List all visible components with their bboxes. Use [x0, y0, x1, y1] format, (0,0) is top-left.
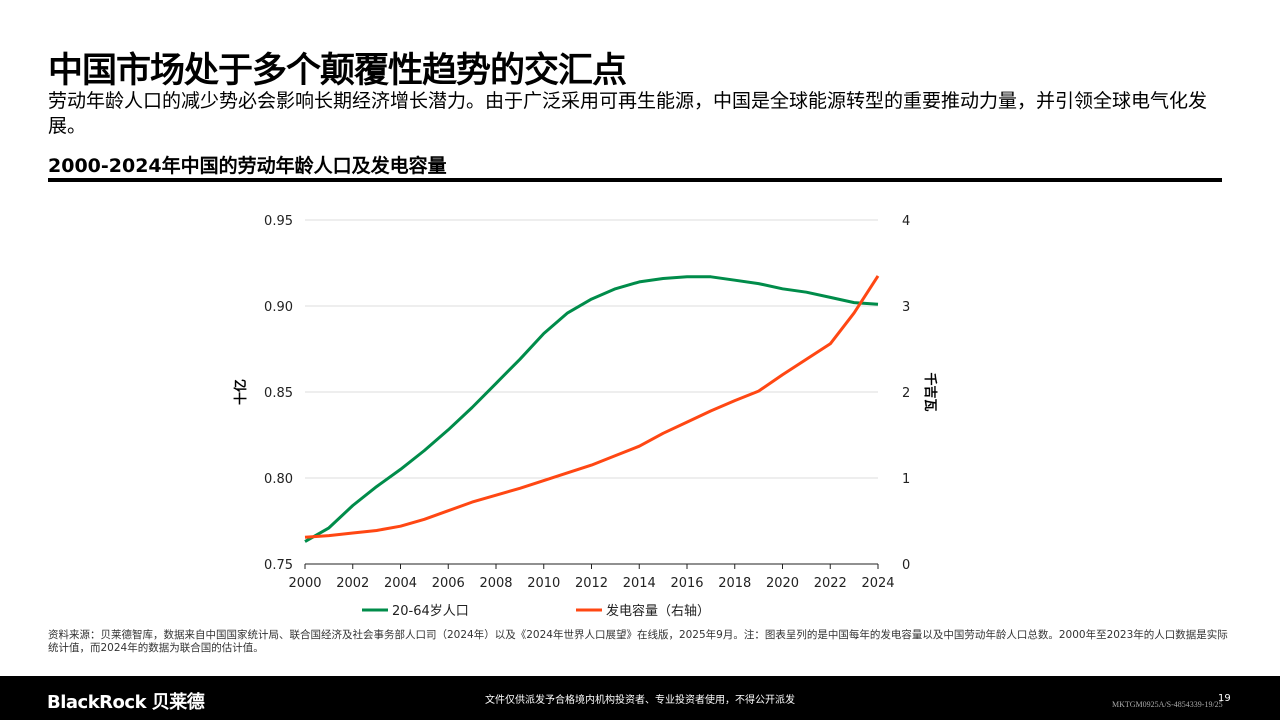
source-note: 资料来源：贝莱德智库，数据来自中国国家统计局、联合国经济及社会事务部人口司（20… — [48, 629, 1228, 654]
y2-axis-label: 千吉瓦 — [922, 372, 938, 411]
title-rule — [48, 178, 1222, 182]
x-tick-label: 2008 — [479, 576, 512, 591]
legend-label: 发电容量（右轴） — [606, 603, 710, 619]
page-number: 19 — [1218, 693, 1231, 704]
series-line-1 — [304, 275, 880, 539]
y2-tick-label: 1 — [902, 472, 910, 487]
x-tick-label: 2018 — [718, 576, 751, 591]
series-line-0 — [304, 275, 879, 543]
y-tick-label: 0.95 — [264, 214, 293, 229]
y2-tick-label: 2 — [902, 386, 910, 401]
disclaimer: 文件仅供派发予合格境内机构投资者、专业投资者使用，不得公开派发 — [485, 695, 795, 706]
y-axis-label: 十亿 — [233, 379, 249, 405]
page-subtitle: 劳动年龄人口的减少势必会影响长期经济增长潜力。由于广泛采用可再生能源，中国是全球… — [48, 90, 1208, 137]
x-tick-label: 2010 — [527, 576, 560, 591]
y2-tick-label: 4 — [902, 214, 910, 229]
y-tick-label: 0.85 — [264, 386, 293, 401]
page-title: 中国市场处于多个颠覆性趋势的交汇点 — [48, 51, 627, 91]
x-tick-label: 2002 — [336, 576, 369, 591]
y-tick-label: 0.75 — [264, 558, 293, 573]
x-tick-label: 2020 — [766, 576, 799, 591]
x-tick-label: 2006 — [432, 576, 465, 591]
x-tick-label: 2004 — [384, 576, 417, 591]
y2-tick-label: 3 — [902, 300, 910, 315]
y-tick-label: 0.80 — [264, 472, 293, 487]
x-tick-label: 2014 — [623, 576, 656, 591]
x-tick-label: 2016 — [670, 576, 703, 591]
blackrock-logo: BlackRock 贝莱德 — [47, 692, 205, 713]
x-tick-label: 2022 — [814, 576, 847, 591]
x-tick-label: 2024 — [861, 576, 894, 591]
legend-label: 20-64岁人口 — [392, 604, 469, 619]
x-tick-label: 2000 — [288, 576, 321, 591]
footer: BlackRock 贝莱德 文件仅供派发予合格境内机构投资者、专业投资者使用，不… — [0, 676, 1280, 720]
y-tick-label: 0.90 — [264, 300, 293, 315]
document-code: MKTGM0925A/S-4854339-19/25 — [1112, 700, 1223, 709]
x-tick-label: 2012 — [575, 576, 608, 591]
chart-title: 2000-2024年中国的劳动年龄人口及发电容量 — [48, 155, 447, 177]
y2-tick-label: 0 — [902, 558, 910, 573]
